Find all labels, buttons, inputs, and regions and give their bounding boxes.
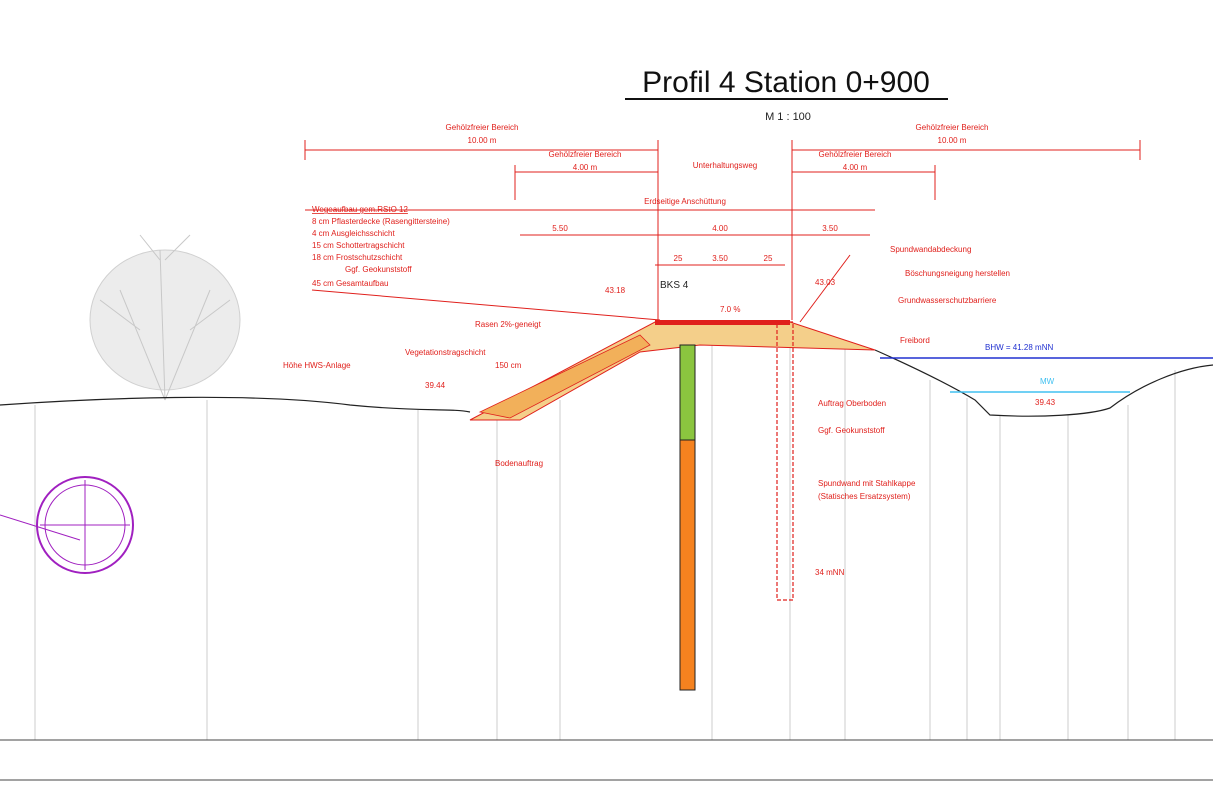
level: 43.03: [815, 278, 836, 287]
ground-line: [0, 349, 1213, 417]
slope: 7.0 %: [720, 305, 740, 314]
bed-level: 39.43: [1035, 398, 1056, 407]
pipe: [0, 476, 134, 574]
crest-width: 25: [674, 254, 683, 263]
layer: Ggf. Geokunststoff: [345, 265, 412, 274]
fill-label: Erdseitige Anschüttung: [644, 197, 726, 206]
barrier: Grundwasserschutzbarriere: [898, 296, 997, 305]
geotextile: Ggf. Geokunststoff: [818, 426, 885, 435]
path-label: Unterhaltungsweg: [693, 161, 757, 170]
crest-width: 3.50: [712, 254, 728, 263]
zone-width: 10.00 m: [938, 136, 967, 145]
pile-end: 34 mNN: [815, 568, 845, 577]
lawn: Rasen 2%-geneigt: [475, 320, 542, 329]
pile-note: (Statisches Ersatzsystem): [818, 492, 911, 501]
cover: Spundwandabdeckung: [890, 245, 971, 254]
layer: 18 cm Frostschutzschicht: [312, 253, 403, 262]
vegetation-thickness: 150 cm: [495, 361, 522, 370]
layer: 8 cm Pflasterdecke (Rasengittersteine): [312, 217, 450, 226]
layer: 15 cm Schottertragschicht: [312, 241, 405, 250]
path-surface: [655, 320, 790, 325]
high-water-label: BHW = 41.28 mNN: [985, 343, 1053, 352]
zone-label: Gehölzfreier Bereich: [819, 150, 892, 159]
zone-width: 10.00 m: [468, 136, 497, 145]
width: 5.50: [552, 224, 568, 233]
layer: 4 cm Ausgleichsschicht: [312, 229, 395, 238]
borehole-top: [679, 344, 696, 441]
station-lines: [34, 325, 1176, 740]
zone-width: 4.00 m: [573, 163, 598, 172]
scale: M 1 : 100: [765, 111, 811, 123]
zone-label: Gehölzfreier Bereich: [916, 123, 989, 132]
borehole-bottom: [679, 439, 696, 691]
mean-water-label: MW: [1040, 377, 1055, 386]
soil: Bodenauftrag: [495, 459, 543, 468]
vegetation-layer: [478, 334, 651, 419]
zone-width: 4.00 m: [843, 163, 868, 172]
sheet-pile: [776, 321, 794, 601]
topsoil: Auftrag Oberboden: [818, 399, 886, 408]
tree: [89, 234, 241, 401]
pile-label: Spundwand mit Stahlkappe: [818, 479, 916, 488]
embankment: Böschungsneigung herstellen: [905, 269, 1010, 278]
width: 3.50: [822, 224, 838, 233]
freeboard: Freibord: [900, 336, 930, 345]
bks: BKS 4: [660, 280, 689, 291]
level: 43.18: [605, 286, 626, 295]
zone-label: Gehölzfreier Bereich: [446, 123, 519, 132]
dimension-lines: [304, 140, 1141, 323]
station-band: [0, 739, 1213, 781]
layers-title: Wegeaufbau gem.RStO 12: [312, 205, 408, 214]
vegetation: Vegetationstragschicht: [405, 348, 486, 357]
zone-label: Gehölzfreier Bereich: [549, 150, 622, 159]
height: Höhe HWS-Anlage: [283, 361, 351, 370]
width: 4.00: [712, 224, 728, 233]
crest-width: 25: [764, 254, 773, 263]
title: Profil 4 Station 0+900: [642, 66, 930, 99]
toe-level: 39.44: [425, 381, 446, 390]
layer: 45 cm Gesamtaufbau: [312, 279, 388, 288]
